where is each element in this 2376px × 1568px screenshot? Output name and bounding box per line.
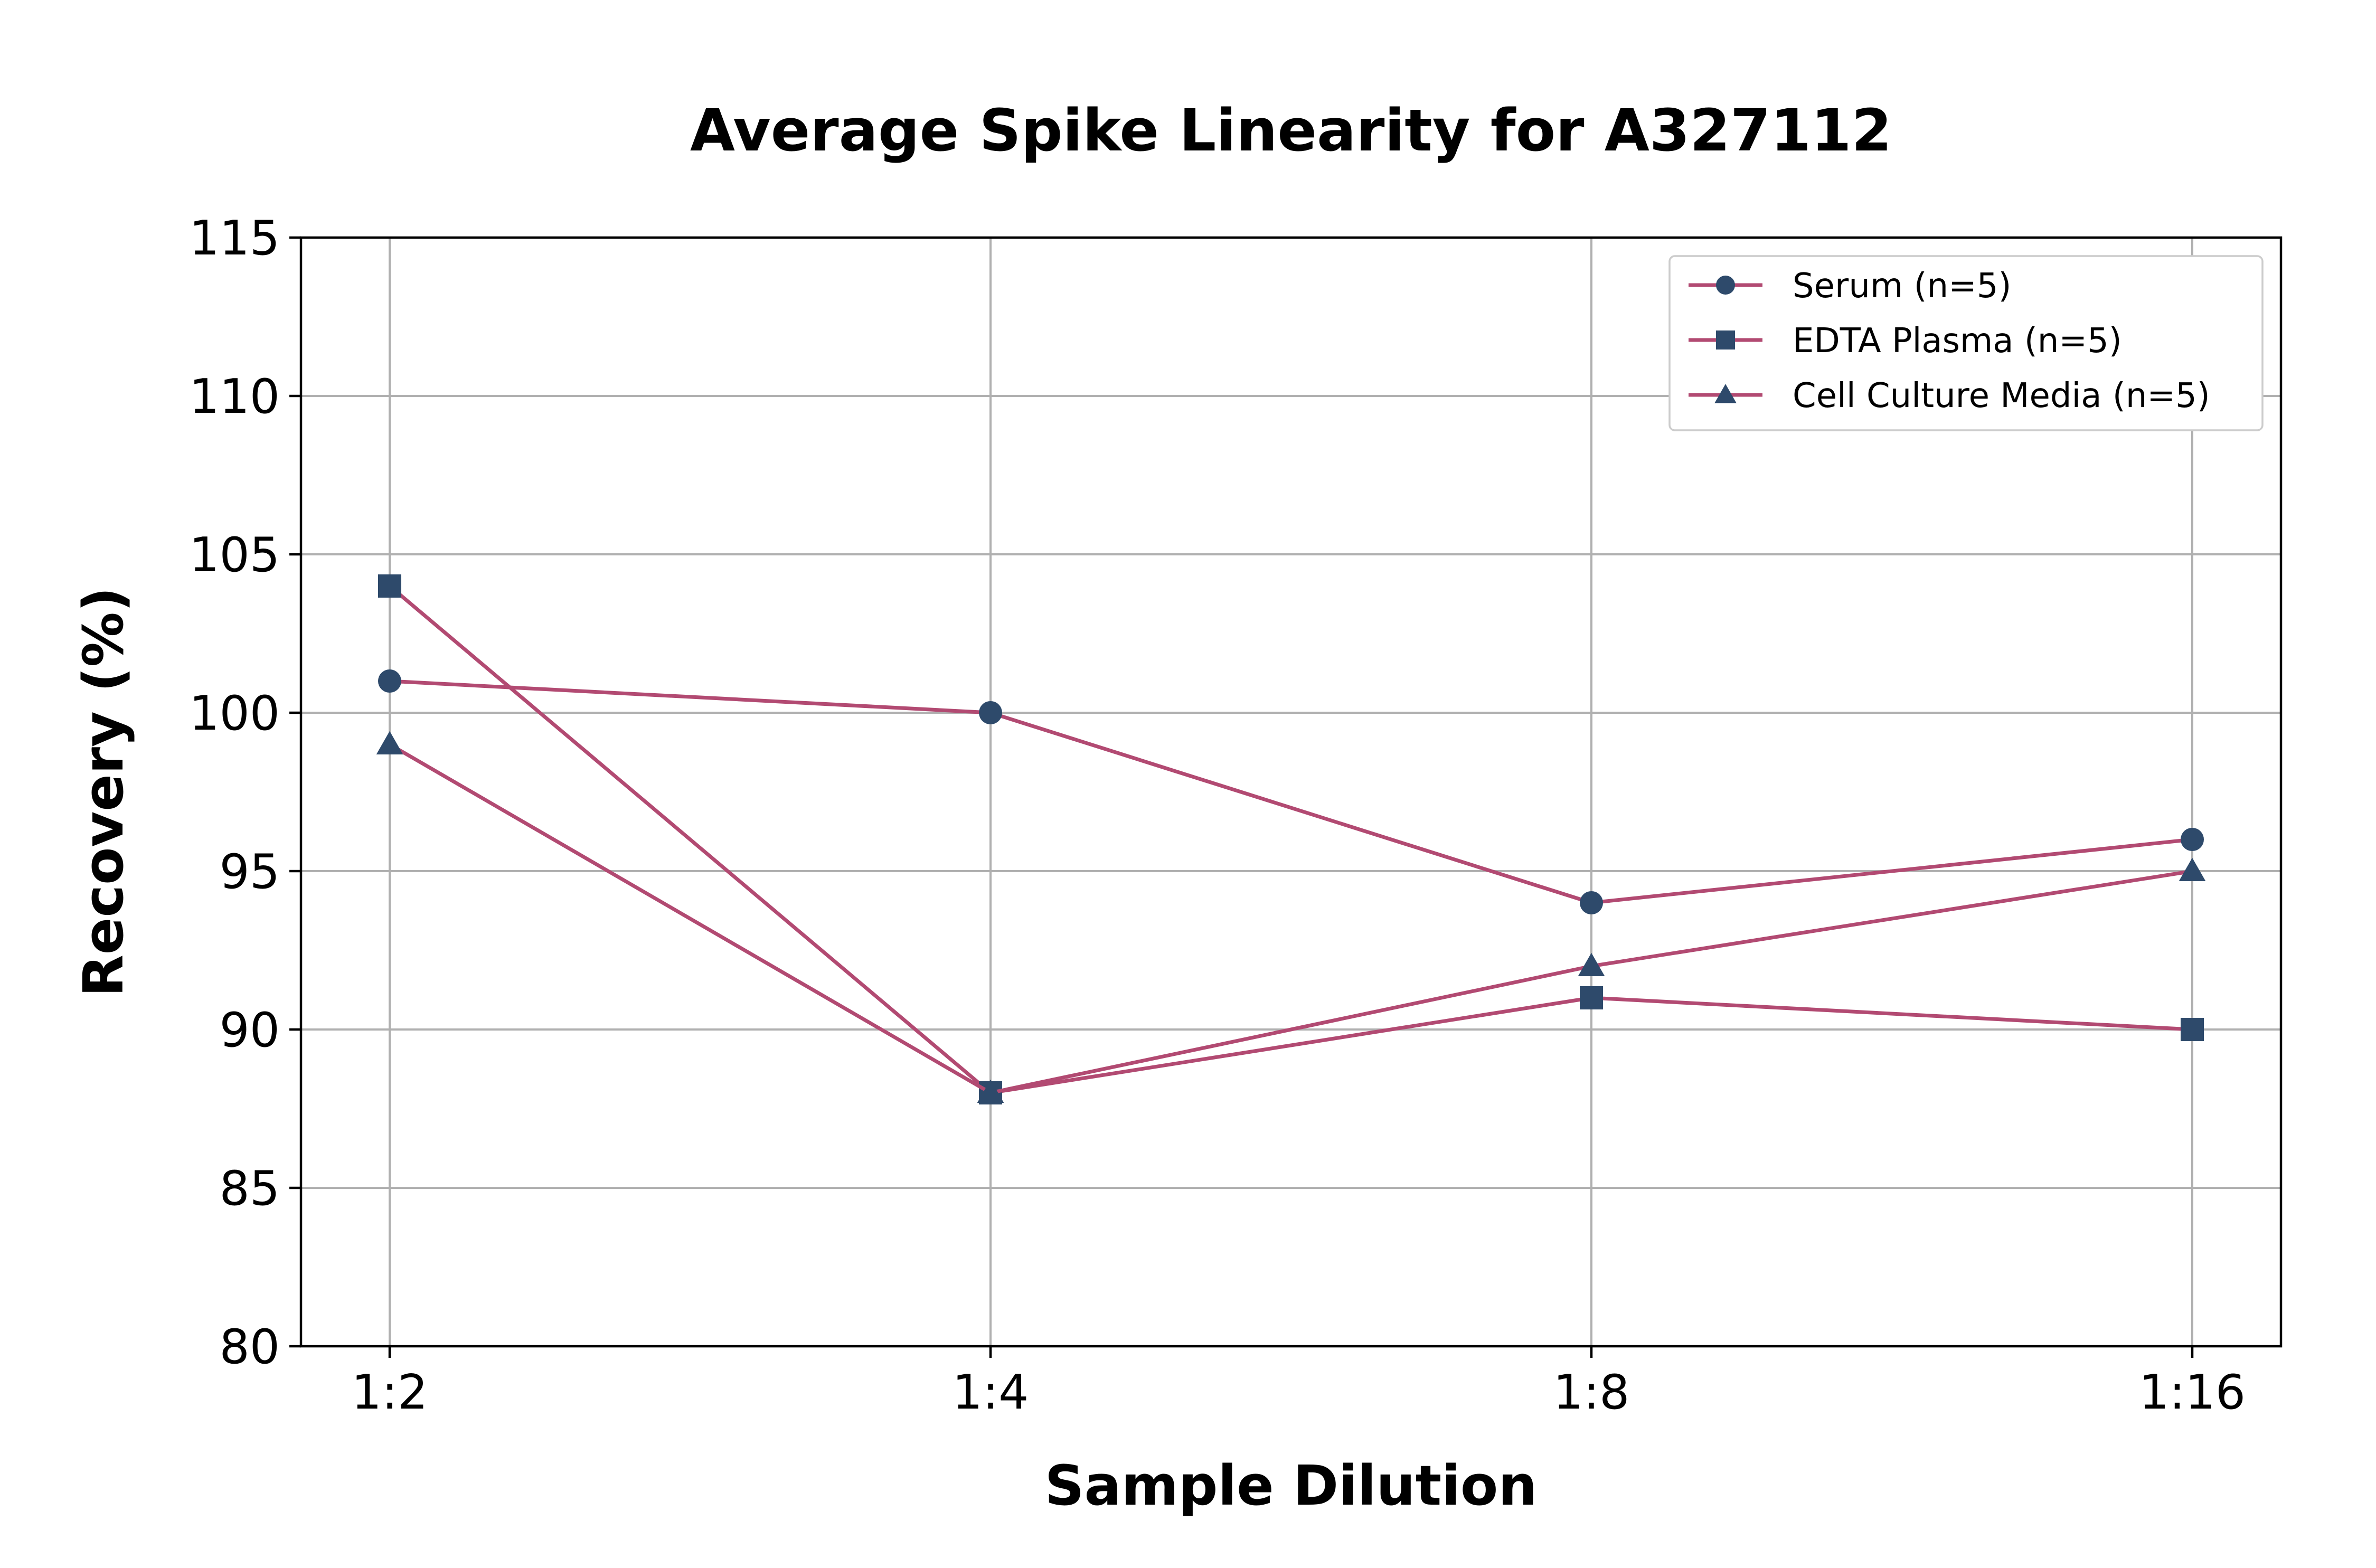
- x-tick-label: 1:16: [2139, 1365, 2246, 1420]
- y-tick-label: 115: [189, 211, 280, 266]
- legend-marker: [1716, 276, 1735, 295]
- y-tick-label: 105: [189, 527, 280, 583]
- data-point: [2181, 1018, 2204, 1041]
- legend-marker: [1716, 330, 1735, 350]
- legend-box: [1668, 255, 2264, 431]
- data-point: [979, 701, 1002, 724]
- ticks-layer: 80 85 90 95 100 105 110 115 1:2 1:4 1:8 1:16: [189, 211, 2246, 1420]
- data-point: [378, 574, 401, 598]
- y-tick-label: 90: [219, 1003, 280, 1058]
- series-layer: [376, 574, 2206, 1104]
- legend-label: Serum (n=5): [1793, 267, 2011, 306]
- legend-entry: EDTA Plasma (n=5): [1689, 322, 2122, 361]
- y-tick-label: 95: [219, 844, 280, 900]
- series-triangle: [376, 731, 2206, 1103]
- data-point: [376, 731, 403, 754]
- x-tick-label: 1:4: [953, 1365, 1029, 1420]
- y-tick-label: 85: [219, 1161, 280, 1216]
- plot-area-frame: [299, 236, 2283, 1348]
- legend-entry: Cell Culture Media (n=5): [1689, 376, 2210, 415]
- data-point: [1580, 986, 1603, 1009]
- y-tick-label: 110: [189, 369, 280, 424]
- chart-title: Average Spike Linearity for A327112: [690, 97, 1892, 164]
- series-circle: [378, 669, 2204, 914]
- y-axis-label: Recovery (%): [71, 587, 136, 997]
- data-point: [1578, 952, 1605, 976]
- legend: Serum (n=5) EDTA Plasma (n=5) Cell Culture…: [1668, 255, 2264, 431]
- series-line: [388, 679, 2194, 905]
- legend-label: Cell Culture Media (n=5): [1793, 376, 2210, 415]
- y-tick-label: 80: [219, 1319, 280, 1375]
- series-line: [388, 584, 2194, 1095]
- y-tick-label: 100: [189, 686, 280, 741]
- x-tick-label: 1:8: [1553, 1365, 1630, 1420]
- x-tick-label: 1:2: [352, 1365, 428, 1420]
- series-line: [388, 742, 2194, 1095]
- legend-marker: [1714, 384, 1737, 403]
- data-point: [2179, 857, 2206, 881]
- data-point: [378, 669, 401, 693]
- data-point: [2181, 828, 2204, 851]
- x-axis-label: Sample Dilution: [1045, 1453, 1538, 1518]
- data-point: [1580, 891, 1603, 914]
- legend-label: EDTA Plasma (n=5): [1793, 322, 2122, 361]
- legend-entry: Serum (n=5): [1689, 267, 2011, 306]
- data-point: [977, 1079, 1004, 1103]
